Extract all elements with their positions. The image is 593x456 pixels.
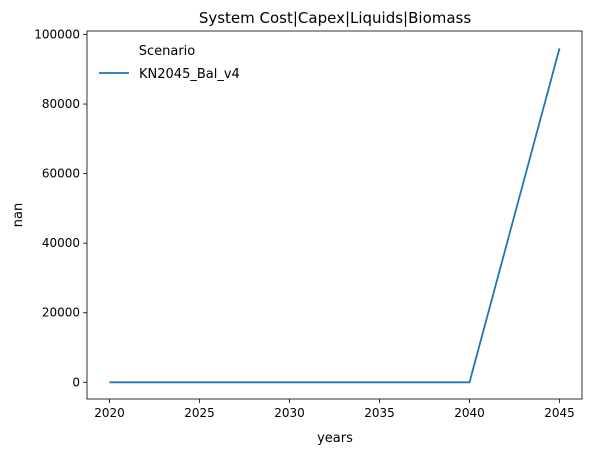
x-tick-label: 2035 (364, 406, 395, 420)
y-axis-label: nan (11, 203, 26, 227)
x-tick-label: 2040 (454, 406, 485, 420)
legend-title: Scenario (139, 44, 196, 59)
y-tick-label: 100000 (34, 27, 80, 41)
y-tick-label: 60000 (42, 167, 80, 181)
y-tick-label: 40000 (42, 236, 80, 250)
chart-title: System Cost|Capex|Liquids|Biomass (199, 9, 472, 27)
series-layer (109, 48, 561, 384)
x-tick-label: 2020 (94, 406, 125, 420)
x-axis: 2020 2025 2030 2035 2040 2045 (94, 399, 575, 420)
y-tick-label: 80000 (42, 97, 80, 111)
y-tick-label: 20000 (42, 306, 80, 320)
x-tick-label: 2030 (274, 406, 305, 420)
y-tick-label: 0 (72, 375, 80, 389)
x-axis-label: years (317, 431, 353, 446)
series-line (109, 48, 561, 384)
y-axis: 0 20000 40000 60000 80000 100000 (34, 27, 87, 389)
legend: Scenario KN2045_Bal_v4 (99, 44, 240, 82)
legend-entry-label: KN2045_Bal_v4 (139, 67, 240, 82)
x-tick-label: 2025 (184, 406, 215, 420)
x-tick-label: 2045 (544, 406, 575, 420)
plot-area (86, 30, 583, 400)
